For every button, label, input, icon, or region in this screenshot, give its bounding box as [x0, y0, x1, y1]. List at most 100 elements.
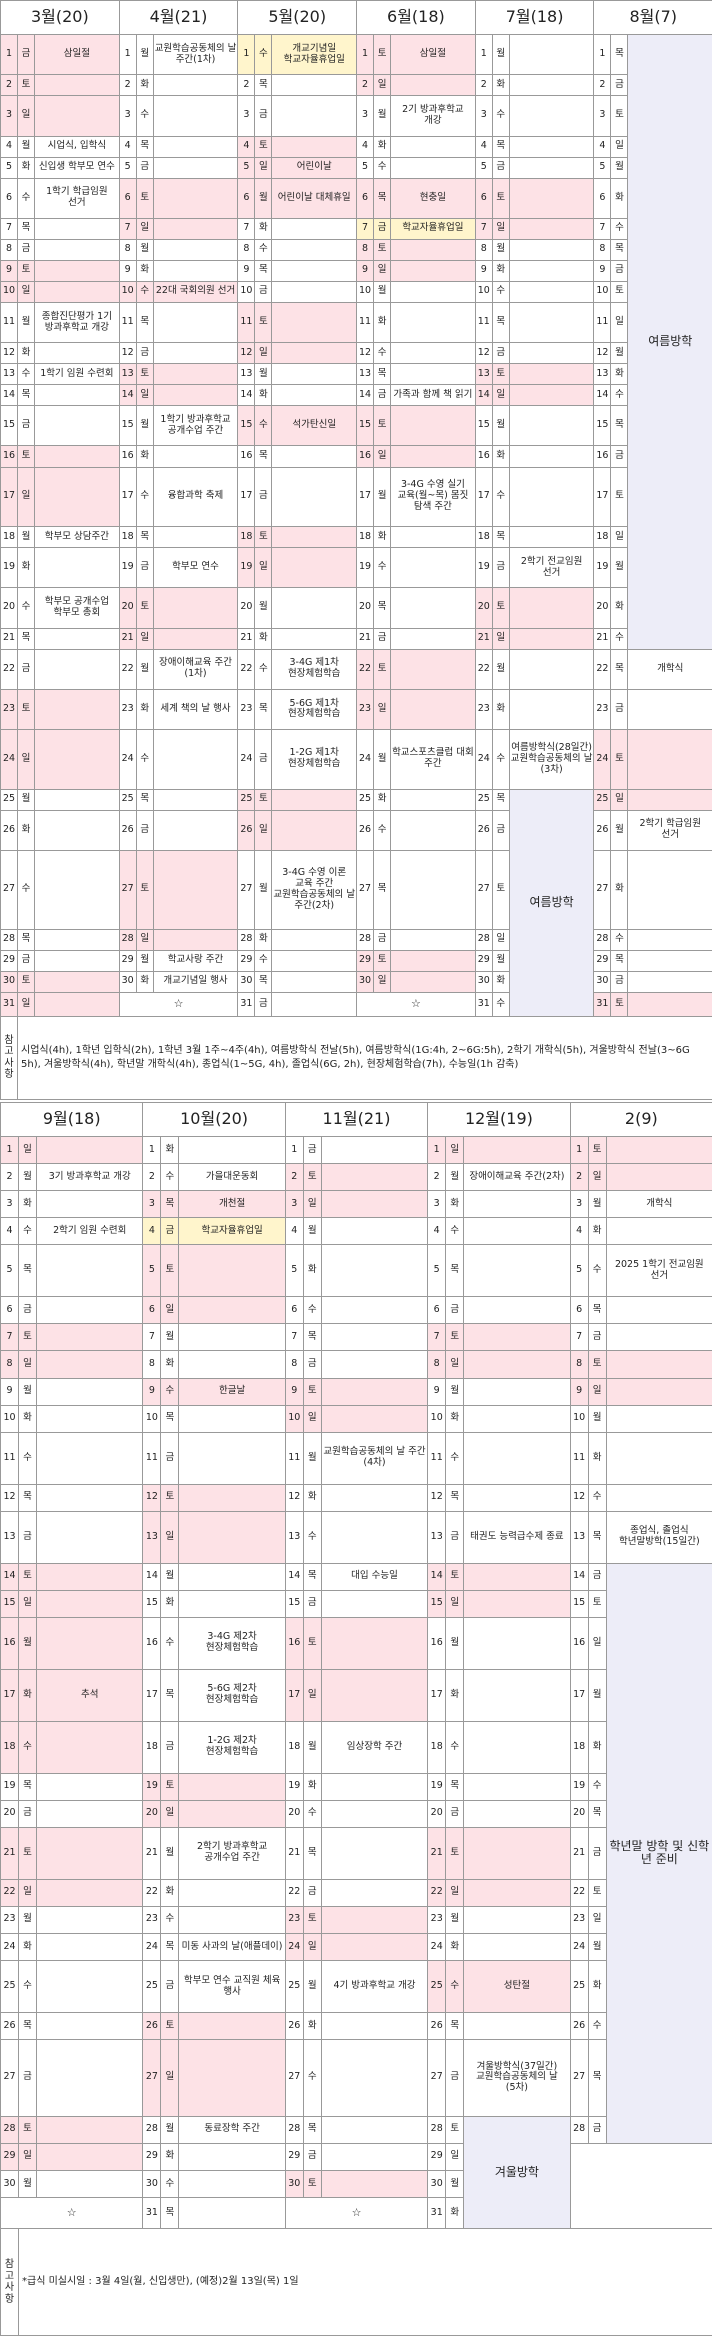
weekday: 금 — [373, 217, 392, 240]
event-cell — [508, 627, 595, 650]
event-cell — [508, 363, 595, 386]
event-cell — [271, 627, 358, 650]
weekday: 토 — [135, 177, 154, 219]
day-number: 11 — [569, 1431, 589, 1485]
event-cell — [605, 1350, 712, 1379]
day-number: 3 — [0, 1190, 19, 1219]
day-number: 12 — [569, 1483, 589, 1512]
event-cell — [508, 95, 595, 137]
weekday: 화 — [17, 156, 35, 179]
weekday: 화 — [373, 526, 392, 549]
weekday: 토 — [254, 788, 273, 811]
event-cell — [35, 1720, 144, 1774]
event-cell — [320, 1878, 429, 1907]
weekday: 월 — [160, 2115, 180, 2144]
day-number: 4 — [118, 135, 137, 158]
day-number: 27 — [118, 849, 137, 930]
event-cell — [34, 849, 120, 930]
event-cell — [34, 466, 120, 528]
event-cell — [390, 363, 476, 386]
weekday: 수 — [610, 384, 629, 407]
event-cell: 개천절 — [178, 1190, 286, 1219]
event-cell — [152, 928, 239, 951]
weekday: 월 — [445, 1905, 465, 1934]
weekday: 금 — [445, 1799, 465, 1828]
event-cell — [35, 1616, 144, 1670]
weekday: 월 — [18, 1377, 37, 1406]
day-number: 2 — [0, 74, 18, 97]
weekday: 일 — [18, 1878, 37, 1907]
day-row: 12 화 12 금 12 일 12 수 12 금 12 월 — [0, 342, 712, 365]
weekday: 수 — [160, 2169, 180, 2199]
day-number: 23 — [118, 688, 137, 731]
weekday: 금 — [18, 1799, 37, 1828]
weekday: 목 — [445, 1244, 465, 1298]
day-number: 9 — [284, 1377, 304, 1406]
day-number: 28 — [142, 2115, 162, 2144]
day-number: 14 — [569, 1562, 589, 1591]
day-number: 11 — [427, 1431, 447, 1485]
weekday: 금 — [610, 970, 629, 993]
day-number: 23 — [474, 688, 493, 731]
day-number: 19 — [356, 547, 375, 589]
event-cell — [627, 849, 712, 930]
event-cell — [178, 1296, 286, 1325]
weekday: 토 — [610, 95, 629, 137]
weekday: 화 — [135, 688, 154, 731]
weekday: 월 — [160, 1826, 180, 1880]
weekday: 금 — [160, 1960, 180, 2013]
weekday: 화 — [254, 217, 273, 240]
event-cell — [508, 445, 595, 468]
weekday: 금 — [610, 688, 629, 731]
day-row: 20 금 20 일 20 수 20 금 20 목 — [0, 1799, 712, 1828]
day-number: 20 — [427, 1799, 447, 1828]
day-number: 11 — [356, 301, 375, 344]
event-cell — [35, 1510, 144, 1564]
day-row: 21 토 21 월 2학기 방과후학교 공개수업 주간 21 목 21 토 21 금 — [0, 1826, 712, 1880]
weekday: 수 — [135, 466, 154, 528]
weekday: 월 — [491, 33, 510, 76]
day-row: 15 일 15 화 15 금 15 일 15 토 — [0, 1589, 712, 1618]
weekday: 목 — [610, 949, 629, 972]
day-number: 13 — [237, 363, 256, 386]
weekday: 토 — [160, 1483, 180, 1512]
weekday: 월 — [491, 238, 510, 261]
day-row: 17 화 추석 17 목 5-6G 제2차 현장체험학습 17 일 17 화 17 월 — [0, 1668, 712, 1722]
event-cell — [152, 849, 239, 930]
day-number: 3 — [142, 1190, 162, 1219]
day-number: 9 — [593, 259, 612, 282]
event-cell — [390, 74, 476, 97]
event-cell — [35, 1878, 144, 1907]
weekday: 목 — [18, 1483, 37, 1512]
event-cell — [508, 217, 595, 240]
weekday: 월 — [17, 135, 35, 158]
weekday: 수 — [610, 627, 629, 650]
weekday: 월 — [445, 1377, 465, 1406]
day-number: 1 — [356, 33, 375, 76]
event-cell — [35, 1589, 144, 1618]
weekday: 화 — [135, 74, 154, 97]
event-cell — [320, 1616, 429, 1670]
day-row: 4 수 2학기 임원 수련회 4 금 학교자율휴업일 4 월 4 수 4 화 — [0, 1217, 712, 1246]
day-number: 22 — [284, 1878, 304, 1907]
weekday: 수 — [18, 1720, 37, 1774]
event-cell — [463, 1905, 571, 1934]
weekday: 목 — [373, 849, 392, 930]
event-cell — [463, 1431, 571, 1485]
weekday: 일 — [587, 1905, 607, 1934]
event-cell — [320, 1589, 429, 1618]
day-number: 3 — [569, 1190, 589, 1219]
weekday: 수 — [491, 729, 510, 790]
day-number: 4 — [237, 135, 256, 158]
day-number: 19 — [284, 1772, 304, 1801]
day-number: 7 — [142, 1323, 162, 1352]
event-cell — [320, 1323, 429, 1352]
event-cell — [390, 445, 476, 468]
day-number: 22 — [569, 1878, 589, 1907]
event-cell: 2025 1학기 전교임원 선거 — [605, 1244, 712, 1298]
event-cell — [35, 1905, 144, 1934]
weekday: 일 — [373, 688, 392, 731]
event-cell: 종합진단평가 1기 방과후학교 개강 — [34, 301, 120, 344]
event-cell — [463, 1878, 571, 1907]
weekday: 수 — [18, 1431, 37, 1485]
